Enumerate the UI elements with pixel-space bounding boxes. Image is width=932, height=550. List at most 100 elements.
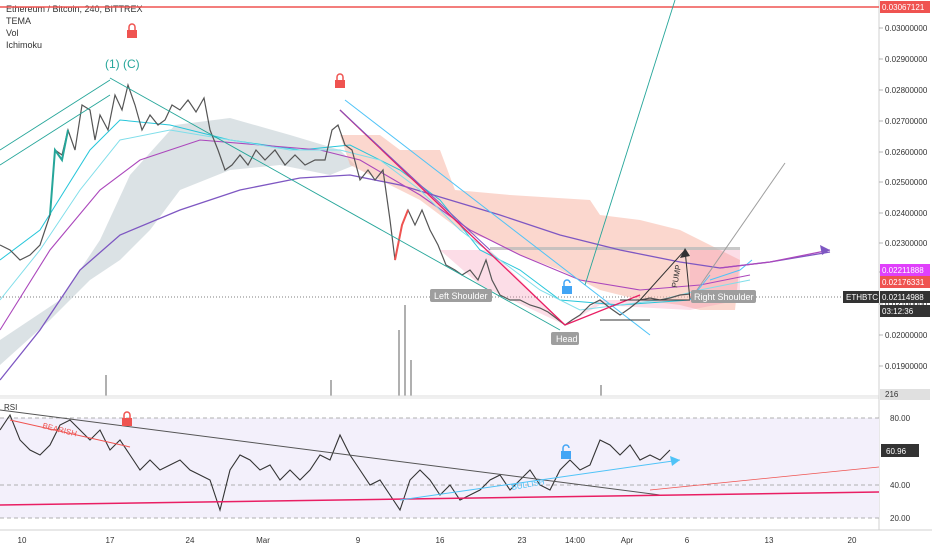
head-box[interactable] xyxy=(551,332,579,345)
bull-candles[interactable] xyxy=(49,129,69,216)
time-tick: 10 xyxy=(18,536,27,545)
rsi-tick: 20.00 xyxy=(890,514,911,523)
downtrend-line-2[interactable] xyxy=(339,109,491,251)
time-tick: 23 xyxy=(518,536,527,545)
price-badge-text: 0.02211888 xyxy=(882,266,924,275)
price-badges[interactable]: 0.03067121 0.02211888 0.02176331 0.02114988… xyxy=(843,1,930,400)
time-tick: 20 xyxy=(848,536,857,545)
rsi-support[interactable] xyxy=(0,491,880,506)
downtrend-line[interactable] xyxy=(339,109,566,326)
rsi-tick: 40.00 xyxy=(890,481,911,490)
volume-bar[interactable] xyxy=(404,305,406,396)
rsi-support-2[interactable] xyxy=(649,466,880,491)
projection-cyan-2[interactable] xyxy=(709,259,753,281)
lock-icon xyxy=(122,411,132,426)
wave-label: (1) (C) xyxy=(105,57,140,71)
unlock-icon xyxy=(561,444,571,459)
volume-bar[interactable] xyxy=(410,360,412,396)
channel-bottom-left[interactable] xyxy=(0,94,111,166)
vol-tag-text: 216 xyxy=(885,390,899,399)
lock-shackle[interactable] xyxy=(563,279,571,286)
lock-shackle[interactable] xyxy=(128,23,136,30)
lock-shackle[interactable] xyxy=(123,411,131,418)
legend-item-ichimoku[interactable]: Ichimoku xyxy=(6,40,43,50)
legend-item-vol[interactable]: Vol xyxy=(6,28,19,38)
price-series[interactable] xyxy=(0,82,691,326)
price-badge xyxy=(880,291,930,303)
bearish-line[interactable] xyxy=(9,419,131,448)
projection-arrow[interactable] xyxy=(820,245,830,255)
lock-body[interactable] xyxy=(127,30,137,38)
rsi-value: 60.96 xyxy=(886,447,907,456)
time-tick: 17 xyxy=(106,536,115,545)
rsi-axis[interactable]: 80.00 40.00 20.00 60.96 xyxy=(881,414,919,523)
head-shoulders-zone[interactable] xyxy=(440,250,740,325)
breakout-line[interactable] xyxy=(584,0,676,286)
right-shoulder-box[interactable] xyxy=(691,290,756,303)
ichimoku-cloud-bullish[interactable] xyxy=(340,135,740,310)
channel-top-right[interactable] xyxy=(109,77,561,331)
price-badge xyxy=(880,305,930,317)
lock-body[interactable] xyxy=(562,286,572,294)
target-line[interactable] xyxy=(689,162,786,301)
lock-icon xyxy=(127,23,137,38)
volume-bar[interactable] xyxy=(600,385,602,396)
lock-shackle[interactable] xyxy=(562,444,570,451)
price-badge xyxy=(880,1,930,13)
time-tick: 16 xyxy=(436,536,445,545)
tenkan-line[interactable] xyxy=(0,119,691,306)
legend-item-tema[interactable]: TEMA xyxy=(6,16,32,26)
volume-bar[interactable] xyxy=(105,375,107,396)
rsi-line[interactable] xyxy=(0,413,671,512)
price-badge xyxy=(880,264,930,276)
projection-purple[interactable] xyxy=(719,249,831,269)
lock-shackle[interactable] xyxy=(336,73,344,80)
price-tick: 0.03000000 xyxy=(885,24,928,33)
price-tick: 0.02800000 xyxy=(885,86,928,95)
volume-bar[interactable] xyxy=(398,330,400,396)
price-tick: 0.02600000 xyxy=(885,148,928,157)
right-shoulder-label: Right Shoulder xyxy=(694,292,754,302)
time-tick: Apr xyxy=(621,536,634,545)
bear-candles[interactable] xyxy=(394,209,409,261)
rsi-trendline[interactable] xyxy=(0,409,661,496)
pump-label: PUMP xyxy=(670,264,683,288)
rsi-value-badge xyxy=(881,444,919,457)
bullish-line[interactable] xyxy=(399,459,681,501)
rsi-band[interactable] xyxy=(0,418,879,518)
legend-title: Ethereum / Bitcoin, 240, BITTREX xyxy=(6,4,143,14)
left-shoulder-label: Left Shoulder xyxy=(434,291,488,301)
price-tick: 0.02300000 xyxy=(885,239,928,248)
price-tick: 0.01900000 xyxy=(885,362,928,371)
downtrend-line-3[interactable] xyxy=(344,99,651,336)
price-tick: 0.02000000 xyxy=(885,331,928,340)
ichimoku-cloud-bearish[interactable] xyxy=(0,118,355,365)
time-tick: 13 xyxy=(765,536,774,545)
kijun-line[interactable] xyxy=(0,139,751,331)
price-tick: 0.02700000 xyxy=(885,117,928,126)
volume-bar[interactable] xyxy=(330,380,332,396)
price-tick: 0.02100000 xyxy=(885,300,928,309)
volume-bars[interactable] xyxy=(105,305,602,396)
unlock-icon xyxy=(562,279,572,294)
tema-line[interactable] xyxy=(0,174,831,381)
channel-top-left[interactable] xyxy=(0,79,111,151)
bullish-arrow[interactable] xyxy=(670,456,680,466)
price-badge xyxy=(880,276,930,288)
head-label: Head xyxy=(556,334,578,344)
senkou-line[interactable] xyxy=(0,129,751,311)
time-axis[interactable]: 10 17 24 Mar 9 16 23 14:00 Apr 6 13 20 xyxy=(18,536,857,545)
rsi-tick: 80.00 xyxy=(890,414,911,423)
lock-icon xyxy=(335,73,345,88)
price-axis[interactable]: 0.03000000 0.02900000 0.02800000 0.02700000… xyxy=(879,24,928,371)
price-badge-text: 0.02176331 xyxy=(882,278,925,287)
price-badge-text: 0.03067121 xyxy=(882,3,925,12)
lock-body[interactable] xyxy=(561,451,571,459)
pump-arrow-head[interactable] xyxy=(680,248,690,258)
lock-body[interactable] xyxy=(335,80,345,88)
lock-body[interactable] xyxy=(122,418,132,426)
symbol-tag xyxy=(843,291,879,303)
left-shoulder-box[interactable] xyxy=(430,289,492,302)
